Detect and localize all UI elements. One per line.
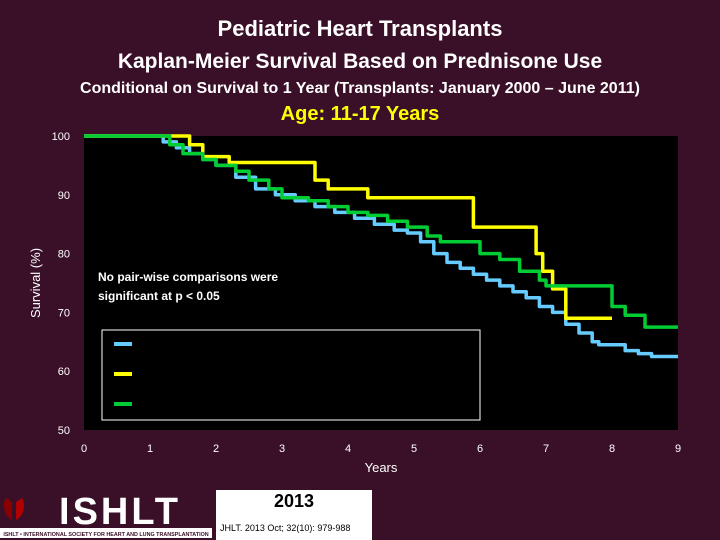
x-tick-label: 8 [609,443,615,455]
y-tick-label: 100 [52,131,70,143]
legend-box [101,329,481,421]
y-tick-label: 90 [58,190,70,202]
annotation-line: significant at p < 0.05 [98,289,220,303]
y-tick-label: 80 [58,249,70,261]
annotation-line: No pair-wise comparisons were [98,270,278,284]
x-tick-label: 5 [411,443,417,455]
ishlt-logo: ISHLT ISHLT • INTERNATIONAL SOCIETY FOR … [0,490,212,540]
x-tick-label: 0 [81,443,87,455]
x-tick-label: 6 [477,443,483,455]
report-year: 2013 [273,491,315,511]
y-axis-label: Survival (%) [28,248,43,318]
age-group-label: Age: 11-17 Years [280,103,440,125]
y-tick-label: 70 [58,307,70,319]
x-axis-label: Years [365,460,398,475]
condition-text: Conditional on Survival to 1 Year (Trans… [80,80,640,97]
x-tick-label: 1 [147,443,153,455]
line-series-green [84,134,678,329]
x-tick-label: 9 [675,443,681,455]
y-tick-label: 60 [58,366,70,378]
citation: JHLT. 2013 Oct; 32(10): 979-988 [220,523,351,533]
heart-lung-icon [4,498,24,520]
logo-wordmark: ISHLT [59,491,181,533]
x-tick-label: 2 [213,443,219,455]
x-tick-label: 7 [543,443,549,455]
reference-box: 2013 JHLT. 2013 Oct; 32(10): 979-988 [216,490,372,540]
logo-tagline: ISHLT • INTERNATIONAL SOCIETY FOR HEART … [3,532,208,538]
slide-title: Pediatric Heart Transplants [217,16,503,41]
slide-subtitle: Kaplan-Meier Survival Based on Prednison… [117,50,603,73]
x-tick-label: 3 [279,443,285,455]
y-tick-label: 50 [58,425,70,437]
x-tick-label: 4 [345,443,351,455]
